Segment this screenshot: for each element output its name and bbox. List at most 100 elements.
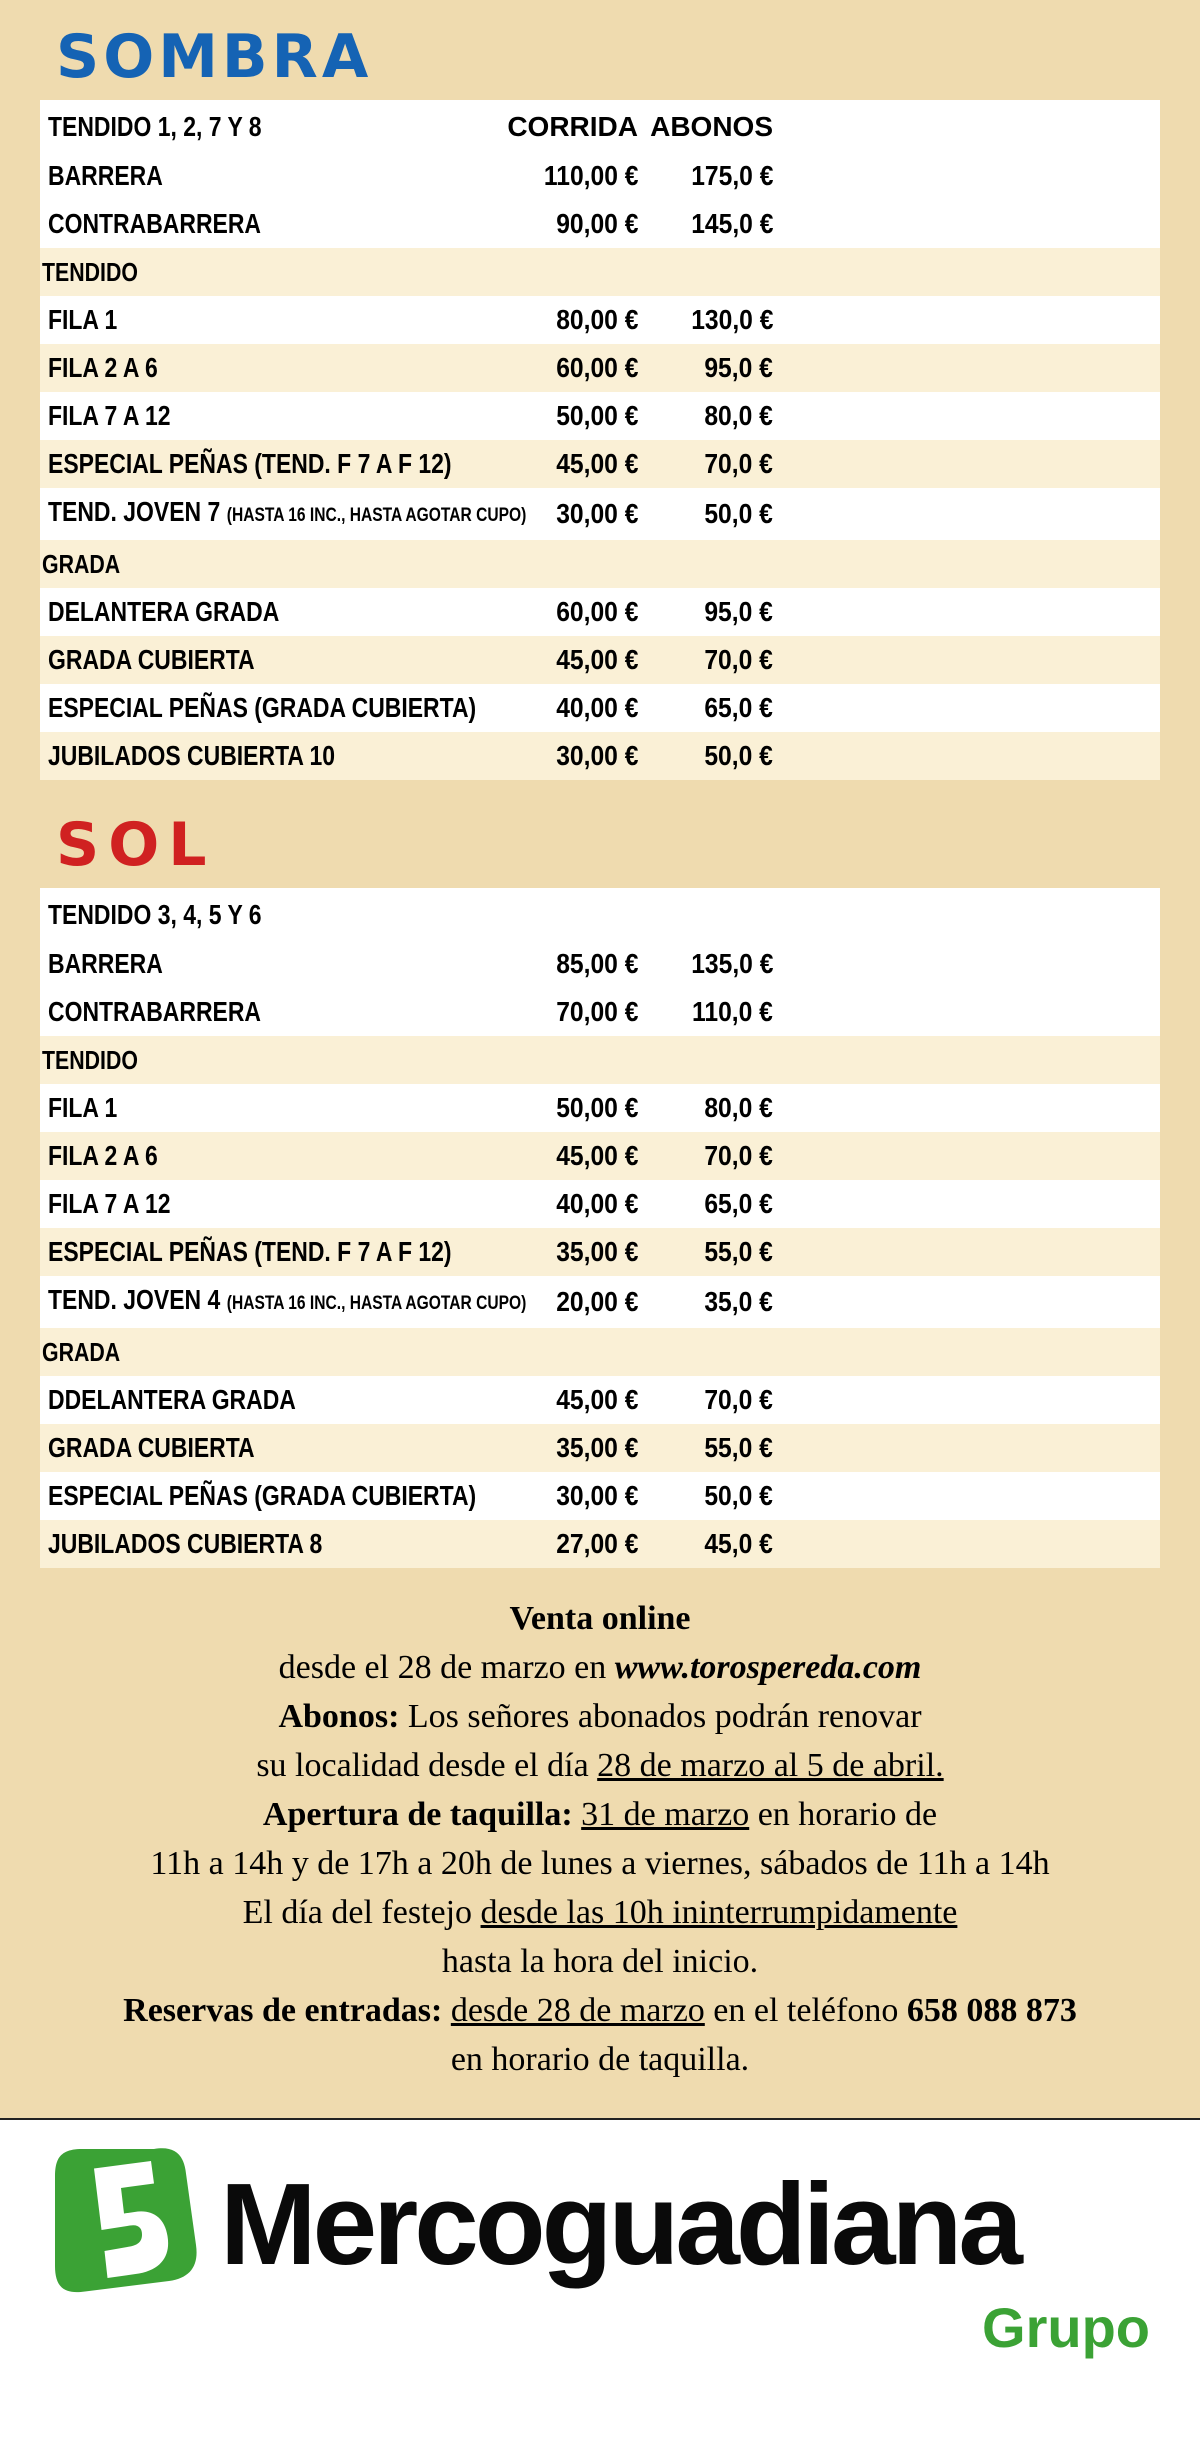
table-row: FILA 1 50,00 € 80,0 €	[40, 1084, 1160, 1132]
row-label: FILA 2 A 6	[40, 344, 490, 392]
subsection-row: GRADA	[40, 540, 1160, 588]
table-row: TEND. JOVEN 4 (HASTA 16 INC., HASTA AGOTA…	[40, 1276, 1160, 1328]
corrida-price: 45,00 €	[555, 1384, 638, 1415]
table-row: FILA 2 A 6 45,00 € 70,0 €	[40, 1132, 1160, 1180]
row-label: CONTRABARRERA	[48, 208, 262, 239]
table-row: FILA 1 80,00 € 130,0 €	[40, 296, 1160, 344]
taquilla-line-2: 11h a 14h y de 17h a 20h de lunes a vier…	[150, 1845, 1050, 1882]
abonos-price: 130,0 €	[690, 304, 773, 335]
abonos-price: 55,0 €	[640, 1228, 775, 1276]
festejo-line-2: hasta la hora del inicio.	[441, 1943, 759, 1980]
sombra-section-label: TENDIDO 1, 2, 7 Y 8	[48, 111, 262, 142]
sol-price-table: TENDIDO 3, 4, 5 Y 6 BARRERA 85,00 € 135,…	[40, 888, 1160, 1568]
table-row: CONTRABARRERA 70,00 € 110,0 €	[40, 988, 1160, 1036]
table-row: FILA 7 A 12 50,00 € 80,0 €	[40, 392, 1160, 440]
row-label: FILA 2 A 6	[40, 1132, 490, 1180]
abonos-price: 70,0 €	[640, 636, 775, 684]
online-sales-line: desde el 28 de marzo en www.torospereda.…	[278, 1649, 922, 1686]
row-label: BARRERA	[48, 948, 163, 979]
corrida-price: 27,00 €	[490, 1520, 640, 1568]
corrida-column-header: CORRIDA	[507, 111, 638, 142]
corrida-price: 45,00 €	[490, 636, 640, 684]
row-label: BARRERA	[48, 160, 163, 191]
subsection-label: GRADA	[40, 1328, 1160, 1376]
abonos-price: 70,0 €	[640, 1132, 775, 1180]
table-row: ESPECIAL PEÑAS (TEND. F 7 A F 12) 35,00 …	[40, 1228, 1160, 1276]
corrida-price: 80,00 €	[555, 304, 638, 335]
row-label: CONTRABARRERA	[48, 996, 262, 1027]
corrida-price: 45,00 €	[490, 440, 640, 488]
table-row: BARRERA 110,00 € 175,0 €	[40, 152, 1160, 200]
corrida-price: 40,00 €	[555, 1188, 638, 1219]
corrida-price: 35,00 €	[490, 1424, 640, 1472]
row-label: GRADA CUBIERTA	[40, 636, 490, 684]
subsection-row: GRADA	[40, 1328, 1160, 1376]
corrida-price: 35,00 €	[490, 1228, 640, 1276]
abonos-price: 175,0 €	[690, 160, 773, 191]
corrida-price: 30,00 €	[490, 732, 640, 780]
abonos-price: 50,0 €	[640, 732, 775, 780]
taquilla-line-1: Apertura de taquilla: 31 de marzo en hor…	[262, 1796, 938, 1833]
row-label: GRADA CUBIERTA	[40, 1424, 490, 1472]
row-label: FILA 1	[48, 1092, 118, 1123]
sombra-header-row: TENDIDO 1, 2, 7 Y 8 CORRIDA ABONOS	[40, 100, 1160, 152]
venta-online-heading: Venta online	[509, 1600, 691, 1637]
sol-section-label: TENDIDO 3, 4, 5 Y 6	[48, 899, 262, 930]
corrida-price: 110,00 €	[543, 160, 638, 191]
corrida-price: 50,00 €	[555, 1092, 638, 1123]
row-label: FILA 7 A 12	[48, 1188, 171, 1219]
sombra-title: SOMBRA	[56, 22, 373, 92]
abonos-price: 70,0 €	[704, 1384, 773, 1415]
abonos-price: 70,0 €	[640, 440, 775, 488]
abonos-price: 95,0 €	[640, 344, 775, 392]
subsection-label: GRADA	[40, 540, 1160, 588]
abonos-price: 55,0 €	[640, 1424, 775, 1472]
row-label: ESPECIAL PEÑAS (TEND. F 7 A F 12)	[40, 440, 490, 488]
reservas-line-1: Reservas de entradas: desde 28 de marzo …	[123, 1992, 1077, 2029]
table-row: ESPECIAL PEÑAS (GRADA CUBIERTA) 40,00 € …	[40, 684, 1160, 732]
corrida-price: 90,00 €	[555, 208, 638, 239]
corrida-price: 70,00 €	[555, 996, 638, 1027]
table-row: JUBILADOS CUBIERTA 10 30,00 € 50,0 €	[40, 732, 1160, 780]
brand-name: Mercoguadiana	[220, 2158, 1023, 2289]
row-label: ESPECIAL PEÑAS (TEND. F 7 A F 12)	[40, 1228, 490, 1276]
abonos-price: 145,0 €	[690, 208, 773, 239]
abonos-price: 80,0 €	[704, 400, 773, 431]
table-row: BARRERA 85,00 € 135,0 €	[40, 940, 1160, 988]
abonos-price: 50,0 €	[704, 498, 773, 529]
abonos-price: 95,0 €	[704, 596, 773, 627]
table-row: FILA 7 A 12 40,00 € 65,0 €	[40, 1180, 1160, 1228]
abonos-price: 35,0 €	[704, 1286, 773, 1317]
table-row: JUBILADOS CUBIERTA 8 27,00 € 45,0 €	[40, 1520, 1160, 1568]
corrida-price: 60,00 €	[490, 344, 640, 392]
row-label: JUBILADOS CUBIERTA 10	[40, 732, 490, 780]
table-row: DELANTERA GRADA 60,00 € 95,0 €	[40, 588, 1160, 636]
corrida-price: 60,00 €	[555, 596, 638, 627]
row-label-note: (HASTA 16 INC., HASTA AGOTAR CUPO)	[226, 1293, 527, 1314]
table-row: GRADA CUBIERTA 45,00 € 70,0 €	[40, 636, 1160, 684]
row-label: DELANTERA GRADA	[48, 596, 280, 627]
table-row: ESPECIAL PEÑAS (GRADA CUBIERTA) 30,00 € …	[40, 1472, 1160, 1520]
abonos-price: 65,0 €	[704, 692, 773, 723]
row-label: FILA 7 A 12	[48, 400, 171, 431]
reservas-line-2: en horario de taquilla.	[450, 2041, 750, 2078]
sales-info-text: Venta online desde el 28 de marzo en www…	[30, 1594, 1170, 2084]
table-row: ESPECIAL PEÑAS (TEND. F 7 A F 12) 45,00 …	[40, 440, 1160, 488]
corrida-price: 85,00 €	[555, 948, 638, 979]
corrida-price: 50,00 €	[555, 400, 638, 431]
table-row: CONTRABARRERA 90,00 € 145,0 €	[40, 200, 1160, 248]
festejo-line-1: El día del festejo desde las 10h ininter…	[242, 1894, 958, 1931]
subsection-label: TENDIDO	[40, 1036, 1160, 1084]
subsection-row: TENDIDO	[40, 248, 1160, 296]
abonos-price: 65,0 €	[704, 1188, 773, 1219]
abonos-price: 80,0 €	[704, 1092, 773, 1123]
row-label: JUBILADOS CUBIERTA 8	[40, 1520, 490, 1568]
corrida-price: 45,00 €	[490, 1132, 640, 1180]
corrida-price: 40,00 €	[555, 692, 638, 723]
subsection-row: TENDIDO	[40, 1036, 1160, 1084]
row-label: FILA 1	[48, 304, 118, 335]
row-label: ESPECIAL PEÑAS (GRADA CUBIERTA)	[48, 692, 477, 723]
sol-header-row: TENDIDO 3, 4, 5 Y 6	[40, 888, 1160, 940]
row-label: DDELANTERA GRADA	[48, 1384, 296, 1415]
